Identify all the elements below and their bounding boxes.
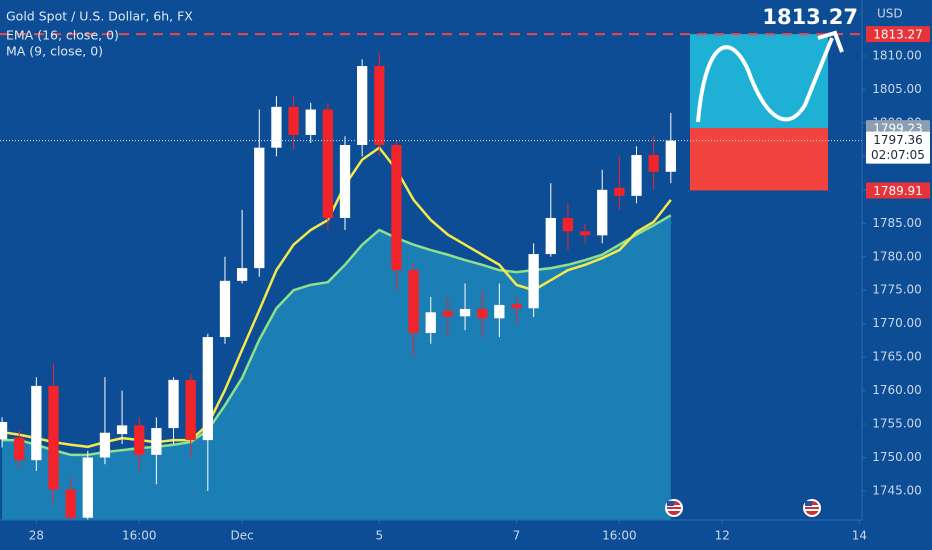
target-zone: [690, 34, 828, 129]
candle-body: [254, 147, 265, 269]
event-icon: [803, 499, 821, 517]
stop-zone: [690, 128, 828, 191]
candle-body: [528, 254, 539, 309]
candle-body: [442, 310, 454, 317]
candle-body: [597, 189, 608, 236]
y-tick-label: 1805.00: [872, 82, 922, 96]
ma-line: [2, 214, 672, 457]
candle-body: [31, 385, 42, 461]
candle-body: [648, 155, 659, 172]
candle-body: [374, 66, 385, 146]
x-tick-label: Dec: [231, 529, 254, 543]
candle-body: [271, 106, 282, 148]
y-tick-label: 1780.00: [872, 249, 922, 263]
candle-body: [357, 66, 368, 146]
y-tick-label: 1745.00: [872, 483, 922, 497]
target-price-label-box: [866, 26, 930, 43]
target-price-title: 1813.27: [762, 5, 858, 29]
currency-label: USD: [877, 7, 903, 21]
candle-body: [322, 109, 334, 218]
candle-body: [459, 308, 471, 317]
candle-body: [14, 437, 25, 461]
chart-title: Gold Spot / U.S. Dollar, 6h, FX: [6, 9, 193, 24]
candle-body: [168, 379, 179, 429]
y-tick-label: 1810.00: [872, 49, 922, 63]
last-price-label: 1797.36: [873, 133, 923, 147]
candle-body: [219, 280, 231, 338]
candle-body: [116, 425, 128, 435]
last-price-box: [866, 131, 930, 164]
target-price-label: 1813.27: [873, 28, 923, 42]
candle-body: [134, 425, 145, 455]
candle-body: [236, 268, 248, 281]
candle-body: [288, 106, 299, 135]
legend-entry: EMA (16, close, 0): [6, 28, 119, 43]
candle-body: [408, 270, 419, 334]
x-tick-label: 5: [375, 529, 383, 543]
candle-body: [305, 109, 316, 135]
candle-body: [579, 231, 591, 236]
stop-price-label-box: [866, 182, 930, 199]
candle-body: [477, 308, 488, 319]
x-tick-label: 14: [852, 529, 867, 543]
candle-body: [0, 422, 8, 440]
y-tick-label: 1755.00: [872, 417, 922, 431]
y-tick-label: 1765.00: [872, 350, 922, 364]
candle-body: [665, 140, 676, 172]
x-tick-label: 12: [715, 529, 730, 543]
candle-body: [151, 428, 162, 455]
ma-area: [2, 215, 671, 520]
candle-body: [425, 312, 436, 334]
candle-body: [48, 385, 59, 490]
curve-arrow: [696, 37, 834, 123]
event-icon: [665, 499, 683, 517]
y-tick-label: 1785.00: [872, 216, 922, 230]
x-tick-label: 28: [29, 529, 44, 543]
candle-body: [65, 489, 76, 518]
x-tick-label: 16:00: [122, 529, 157, 543]
candle-body: [562, 217, 574, 232]
y-tick-label: 1760.00: [872, 383, 922, 397]
ema-line: [1, 145, 672, 449]
x-tick-label: 16:00: [602, 529, 637, 543]
candle-body: [494, 304, 505, 319]
countdown-label: 02:07:05: [871, 148, 925, 162]
candle-body: [339, 145, 351, 218]
x-tick-label: 7: [513, 529, 521, 543]
y-tick-label: 1775.00: [872, 283, 922, 297]
candle-body: [545, 217, 556, 255]
candle-body: [614, 187, 625, 196]
y-tick-label: 1770.00: [872, 316, 922, 330]
stop-price-label: 1789.91: [873, 184, 923, 198]
candle-body: [185, 379, 196, 441]
candle-body: [391, 145, 402, 271]
arrow-head: [817, 30, 844, 53]
candle-body: [631, 155, 642, 196]
candle-body: [99, 432, 111, 458]
candle-body: [82, 457, 93, 518]
candle-body: [202, 337, 213, 441]
candle-body: [511, 304, 522, 309]
y-tick-label: 1750.00: [872, 450, 922, 464]
legend-entry: MA (9, close, 0): [6, 44, 103, 59]
